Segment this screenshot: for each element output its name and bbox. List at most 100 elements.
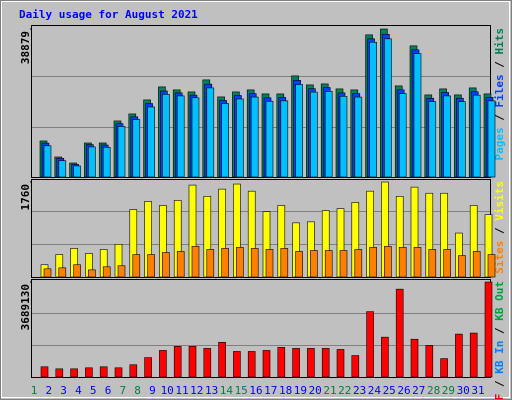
bar — [117, 265, 126, 278]
bar — [70, 368, 78, 378]
bar — [147, 254, 155, 278]
x-tick-label: 23 — [353, 384, 366, 397]
bar — [176, 251, 185, 278]
x-tick-label: 16 — [249, 384, 262, 397]
bar — [384, 246, 392, 278]
bar — [295, 84, 303, 178]
bar — [310, 250, 318, 278]
x-tick-label: 6 — [105, 384, 112, 397]
bar — [58, 160, 67, 178]
x-tick-label: 18 — [279, 384, 292, 397]
bar — [265, 249, 274, 278]
bar — [443, 249, 451, 278]
bar — [191, 246, 200, 278]
bar — [339, 95, 348, 178]
x-tick-label: 22 — [338, 384, 351, 397]
bar — [413, 53, 422, 178]
bar — [73, 264, 81, 278]
bar — [132, 119, 141, 178]
bar — [73, 165, 81, 178]
y-tick-label: 1760 — [19, 184, 32, 211]
bar — [129, 364, 138, 378]
bar — [159, 350, 167, 378]
legend-entry: Visits — [493, 181, 506, 221]
legend-entry: Pages — [493, 127, 506, 160]
x-tick-label: 17 — [264, 384, 277, 397]
legend-separator: / — [493, 108, 506, 128]
bar — [247, 351, 256, 378]
bar — [233, 351, 241, 378]
bar — [147, 106, 155, 178]
bar — [144, 357, 152, 378]
legend: Sites / Visits — [493, 181, 506, 274]
x-tick-label: 27 — [412, 384, 425, 397]
bar — [484, 281, 493, 378]
bar — [428, 101, 437, 178]
bar — [366, 311, 374, 378]
bar — [85, 367, 93, 378]
bar — [487, 254, 496, 278]
legend: Pages / Files / Hits — [493, 28, 506, 161]
bar — [472, 94, 481, 178]
bar — [88, 146, 96, 178]
bar — [191, 97, 200, 178]
x-tick-label: 19 — [294, 384, 307, 397]
bar — [458, 255, 466, 278]
bar — [292, 348, 300, 378]
bar — [295, 251, 303, 278]
legend-entry: Sites — [493, 241, 506, 274]
bar — [218, 341, 226, 378]
bar — [458, 101, 466, 178]
bar — [162, 94, 170, 178]
bar — [487, 100, 496, 178]
bar — [162, 252, 170, 278]
bar — [277, 347, 286, 378]
legend-separator: / — [493, 221, 506, 241]
bar — [102, 147, 111, 178]
x-tick-label: 13 — [205, 384, 218, 397]
x-tick-label: 5 — [90, 384, 97, 397]
x-tick-label: 31 — [471, 384, 484, 397]
bar — [88, 269, 96, 278]
bar — [369, 247, 377, 278]
bar — [455, 333, 463, 378]
x-tick-label: 24 — [368, 384, 382, 397]
x-tick-label: 2 — [45, 384, 52, 397]
x-tick-label: 4 — [75, 384, 82, 397]
bar — [221, 248, 229, 278]
y-tick-label: 38879 — [19, 31, 32, 64]
bar — [440, 358, 448, 378]
bar — [410, 338, 419, 378]
bar — [206, 249, 215, 278]
bar — [324, 250, 333, 278]
bar — [99, 366, 108, 378]
bar — [250, 96, 259, 178]
bar — [425, 345, 434, 378]
bar — [173, 346, 182, 378]
x-tick-label: 21 — [323, 384, 336, 397]
bar — [384, 38, 392, 178]
legend-entry: KB Out — [493, 281, 506, 321]
x-tick-label: 8 — [134, 384, 141, 397]
legend: KB F / KB In / KB Out — [493, 281, 506, 400]
bar — [324, 91, 333, 178]
bar — [43, 268, 52, 278]
legend-entry: KB F — [493, 394, 506, 400]
bar — [262, 350, 271, 378]
bar — [369, 41, 377, 178]
x-tick-label: 20 — [309, 384, 322, 397]
x-tick-label: 26 — [397, 384, 410, 397]
bar — [398, 247, 407, 278]
bar — [280, 100, 289, 178]
bar — [102, 266, 111, 278]
x-tick-label: 28 — [427, 384, 440, 397]
bar — [250, 248, 259, 278]
x-tick-label: 25 — [383, 384, 396, 397]
legend-entry: KB In — [493, 341, 506, 374]
bar — [55, 368, 64, 378]
x-tick-label: 3 — [60, 384, 67, 397]
bar — [354, 96, 363, 178]
